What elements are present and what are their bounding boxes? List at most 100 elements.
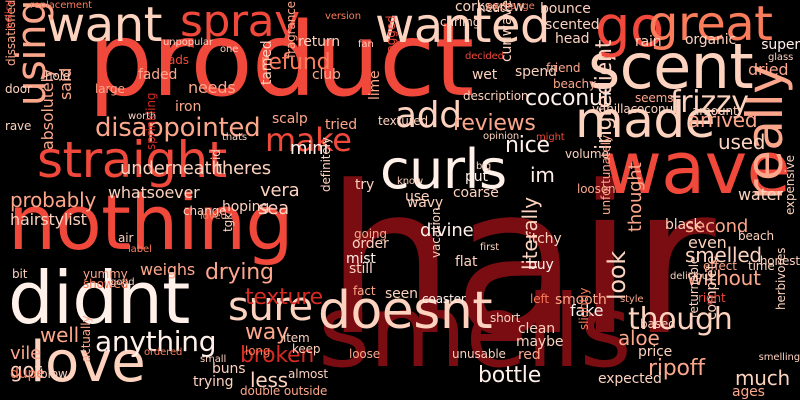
word-want: want	[46, 0, 162, 53]
word-replacement: replacement	[30, 0, 93, 11]
word-volume: volume	[565, 147, 609, 161]
word-slightly: slightly	[577, 287, 591, 330]
word-beach: beach	[738, 229, 774, 243]
word-made: made	[575, 91, 715, 149]
word-maybe: maybe	[516, 334, 564, 350]
word-smelled: smelled	[685, 243, 762, 267]
word-might: might	[536, 132, 565, 143]
word-rave: rave	[5, 119, 32, 133]
word-blow: blow	[40, 367, 68, 381]
word-friend: friend	[546, 61, 581, 75]
word-large: large	[95, 82, 125, 96]
word-vera: vera	[260, 180, 300, 201]
word-decided: decided	[465, 51, 504, 62]
word-add: add	[395, 95, 462, 136]
word-loved: loved	[200, 211, 227, 222]
word-smelling: smelling	[758, 352, 800, 363]
word-still: still	[349, 261, 373, 277]
word-glass: glass	[768, 52, 794, 63]
word-wave: wave	[603, 126, 791, 210]
word-smooth: smooth	[555, 292, 607, 308]
word-clean: clean	[518, 321, 555, 337]
word-ordered: ordered	[144, 347, 183, 358]
word-opinion: opinion	[483, 131, 520, 142]
word-ripoff: ripoff	[648, 356, 705, 381]
word-try: try	[355, 177, 375, 193]
word-buy: buy	[528, 257, 554, 273]
word-wet: wet	[472, 67, 498, 83]
word-make: make	[265, 121, 352, 159]
word-nothing: nothing	[8, 178, 294, 267]
word-left: left	[530, 292, 549, 306]
word-sure: sure	[228, 284, 313, 330]
word-reviews: reviews	[453, 111, 536, 136]
word-description: description	[463, 89, 529, 103]
word-time: time	[748, 259, 775, 273]
word-refund: refund	[260, 50, 331, 75]
word-know: know	[397, 176, 424, 187]
word-club: club	[312, 67, 341, 83]
word-first: first	[480, 242, 500, 253]
word-hoping: hoping	[222, 199, 270, 215]
word-exchange: exchange	[487, 1, 535, 12]
word-label: label	[128, 244, 152, 255]
word-style: style	[620, 294, 644, 305]
word-vacation: vacation	[429, 207, 443, 258]
word-coarse: coarse	[453, 185, 499, 201]
word-spend: spend	[515, 64, 557, 80]
word-big: big	[476, 161, 492, 172]
word-tgk: tgk	[221, 213, 235, 232]
word-showed: showed	[83, 277, 129, 291]
word-dupe: dupe	[10, 366, 45, 382]
word-without: without	[687, 266, 761, 290]
word-unpopular: unpopular	[163, 37, 213, 48]
word-almost: almost	[288, 367, 328, 381]
word-keep: keep	[292, 342, 321, 356]
word-drying: drying	[205, 260, 274, 285]
word-bottle: bottle	[478, 363, 542, 388]
word-even: even	[688, 233, 727, 252]
word-hairstylist: hairstylist	[10, 210, 87, 229]
word-flat: flat	[455, 254, 478, 270]
word-returnable: returnable	[687, 256, 701, 318]
word-expensive: expensive	[783, 155, 797, 215]
word-thought: thought	[625, 162, 646, 232]
word-price: price	[638, 344, 673, 360]
word-unusable: unusable	[452, 347, 506, 361]
word-frizzy: frizzy	[670, 85, 749, 120]
word-needs: needs	[188, 78, 236, 97]
word-great: great	[648, 0, 773, 52]
word-rain: rain	[635, 34, 662, 50]
word-change: change	[183, 204, 227, 218]
word-heat: heat	[478, 1, 505, 15]
word-expected: expected	[598, 371, 662, 387]
word-fact: fact	[353, 284, 376, 298]
word-though: though	[628, 302, 733, 337]
word-put: put	[465, 169, 488, 185]
word-theres: theres	[215, 158, 271, 179]
word-much: much	[735, 366, 791, 390]
word-mist: mist	[346, 251, 376, 267]
word-spray: spray	[180, 0, 300, 47]
word-thats: thats	[222, 132, 248, 143]
word-mini: mini	[290, 138, 329, 159]
word-version: version	[325, 11, 361, 22]
word-fragrance: fragrance	[284, 1, 298, 58]
word-loose: loose	[349, 347, 381, 361]
word-hold: hold	[45, 69, 71, 83]
word-well: well	[40, 323, 79, 347]
word-bounce: bounce	[540, 1, 591, 17]
word-coaster: coaster	[422, 292, 466, 306]
word-buns: buns	[212, 361, 246, 377]
word-short: short	[490, 311, 521, 325]
word-water: water	[738, 185, 783, 204]
word-amount: amount	[692, 104, 738, 118]
word-bit: bit	[12, 267, 28, 281]
word-head: head	[555, 31, 590, 47]
word-broken: broken	[240, 343, 315, 368]
word-seems: seems	[635, 91, 674, 105]
word-divine: divine	[420, 220, 474, 241]
word-didnt: didnt	[8, 256, 190, 340]
word-based: based	[640, 317, 676, 331]
word-anything: anything	[95, 325, 217, 358]
